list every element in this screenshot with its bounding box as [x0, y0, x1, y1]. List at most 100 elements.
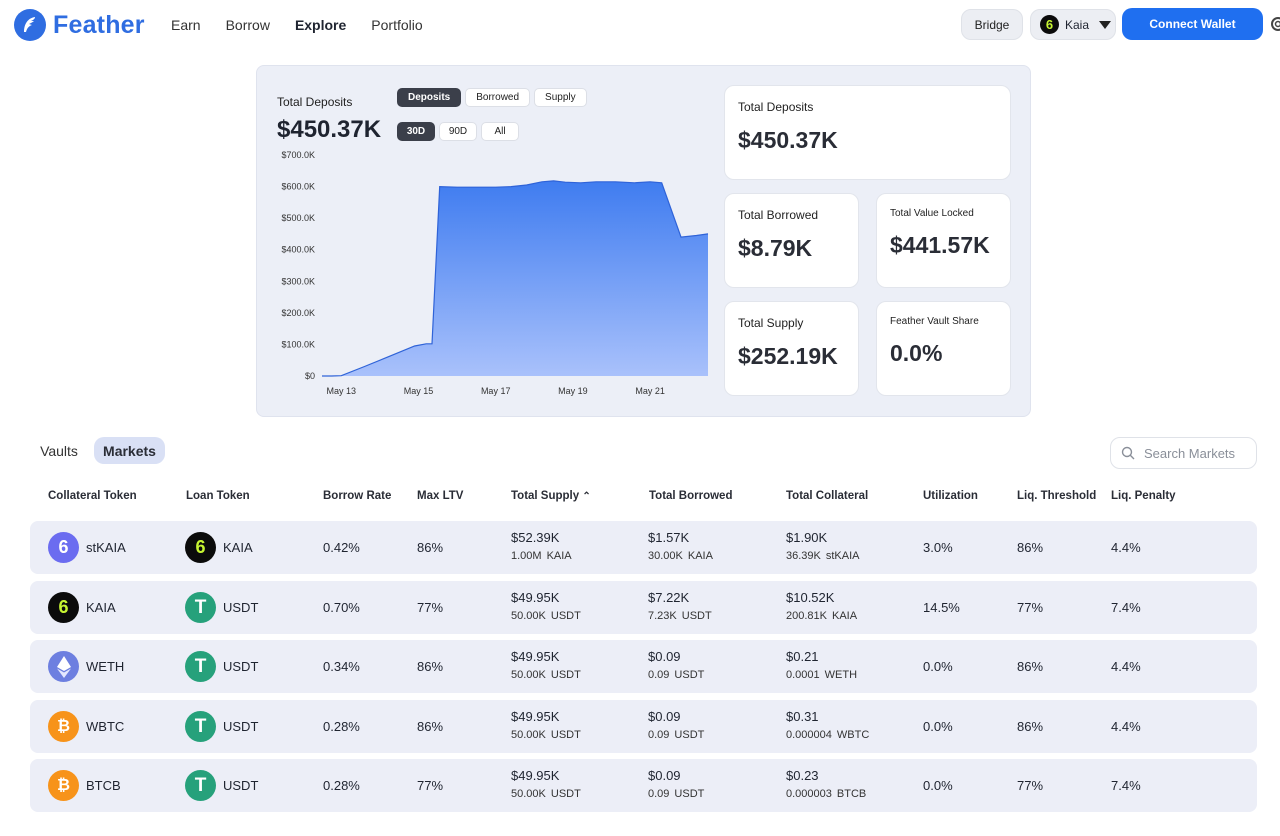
nav-borrow[interactable]: Borrow: [225, 17, 270, 33]
deposits-chart: $700.0K $600.0K $500.0K $400.0K $300.0K $200.…: [281, 150, 709, 396]
utilization: 14.5%: [923, 600, 960, 615]
tab-markets[interactable]: Markets: [94, 437, 165, 464]
col-liq-threshold[interactable]: Liq. Threshold: [1017, 490, 1097, 502]
unit: BTCB: [836, 788, 867, 800]
btc-icon: ₿: [48, 770, 79, 801]
liq-penalty: 7.4%: [1111, 778, 1141, 793]
liq-threshold: 86%: [1017, 659, 1044, 674]
total-collateral-amount: 36.39K stKAIA: [786, 550, 860, 562]
stat-total-deposits: Total Deposits $450.37K: [724, 85, 1011, 180]
nav-explore[interactable]: Explore: [294, 17, 347, 33]
borrow-rate: 0.28%: [323, 719, 360, 734]
nav-portfolio[interactable]: Portfolio: [371, 17, 423, 33]
metric-tabs: Deposits Borrowed Supply: [397, 88, 587, 107]
amount: 0.0001: [786, 669, 820, 681]
nav-earn[interactable]: Earn: [171, 17, 201, 33]
unit: USDT: [550, 669, 581, 681]
chart-value: $450.37K: [277, 116, 382, 143]
unit: stKAIA: [825, 550, 860, 562]
col-liq-penalty[interactable]: Liq. Penalty: [1111, 490, 1176, 502]
unit: WBTC: [836, 729, 870, 741]
stat-label: Total Borrowed: [738, 208, 819, 222]
utilization: 0.0%: [923, 778, 953, 793]
total-borrowed-amount: 0.09 USDT: [648, 669, 704, 681]
amount: 50.00K: [511, 729, 546, 741]
table-row[interactable]: 6 stKAIA 6 KAIA 0.42% 86% $52.39K 1.00M KAIA $1.5…: [30, 521, 1257, 574]
borrow-rate: 0.34%: [323, 659, 360, 674]
max-ltv: 86%: [417, 719, 444, 734]
range-90d[interactable]: 90D: [439, 122, 477, 141]
max-ltv: 77%: [417, 778, 444, 793]
y-tick-label: $0: [305, 371, 315, 381]
gear-icon[interactable]: [1268, 14, 1280, 34]
unit: WETH: [824, 669, 858, 681]
table-row[interactable]: 6 KAIA T USDT 0.70% 77% $49.95K 50.00K USDT $7.22…: [30, 581, 1257, 634]
connect-wallet-button[interactable]: Connect Wallet: [1122, 8, 1263, 40]
unit: USDT: [550, 729, 581, 741]
table-row[interactable]: ₿ WBTC T USDT 0.28% 86% $49.95K 50.00K USDT $0.09…: [30, 700, 1257, 753]
x-tick-label: May 19: [558, 386, 588, 396]
stkaia-icon: 6: [48, 532, 79, 563]
col-total-borrowed[interactable]: Total Borrowed: [649, 490, 733, 502]
stat-label: Feather Vault Share: [890, 316, 979, 327]
brand-name: Feather: [53, 10, 145, 39]
range-30d[interactable]: 30D: [397, 122, 435, 141]
col-utilization[interactable]: Utilization: [923, 490, 978, 502]
total-borrowed-usd: $7.22K: [648, 590, 690, 605]
utilization: 0.0%: [923, 659, 953, 674]
liq-penalty: 4.4%: [1111, 659, 1141, 674]
max-ltv: 86%: [417, 540, 444, 555]
y-tick-label: $100.0K: [281, 339, 315, 349]
stat-value: $441.57K: [890, 232, 990, 258]
total-supply-amount: 50.00K USDT: [511, 669, 581, 681]
tab-supply[interactable]: Supply: [534, 88, 587, 107]
table-row[interactable]: ₿ BTCB T USDT 0.28% 77% $49.95K 50.00K USDT $0.09…: [30, 759, 1257, 812]
total-collateral-amount: 0.0001 WETH: [786, 669, 857, 681]
y-tick-label: $600.0K: [281, 182, 315, 192]
unit: USDT: [674, 788, 705, 800]
chart-line: [322, 180, 709, 377]
amount: 7.23K: [648, 610, 677, 622]
liq-threshold: 86%: [1017, 540, 1044, 555]
col-total-collateral[interactable]: Total Collateral: [786, 490, 869, 502]
bridge-button[interactable]: Bridge: [961, 9, 1023, 40]
network-selector[interactable]: 6 Kaia: [1030, 9, 1116, 40]
liq-penalty: 4.4%: [1111, 719, 1141, 734]
liq-threshold: 77%: [1017, 778, 1044, 793]
total-borrowed-amount: 0.09 USDT: [648, 729, 704, 741]
total-collateral-usd: $0.23: [786, 768, 819, 783]
tab-vaults[interactable]: Vaults: [40, 442, 78, 459]
liq-penalty: 4.4%: [1111, 540, 1141, 555]
search-icon: [1121, 446, 1135, 460]
tab-borrowed[interactable]: Borrowed: [465, 88, 531, 107]
amount: 50.00K: [511, 788, 546, 800]
unit: KAIA: [831, 610, 858, 622]
stat-label: Total Deposits: [738, 100, 814, 114]
brand-logo[interactable]: Feather: [14, 9, 145, 41]
col-loan-token[interactable]: Loan Token: [186, 490, 250, 502]
col-borrow-rate[interactable]: Borrow Rate: [323, 490, 392, 502]
amount: 0.09: [648, 788, 670, 800]
total-collateral-amount: 200.81K KAIA: [786, 610, 857, 622]
search-input[interactable]: Search Markets: [1110, 437, 1257, 469]
tab-deposits[interactable]: Deposits: [397, 88, 462, 107]
btc-icon: ₿: [48, 711, 79, 742]
borrow-rate: 0.28%: [323, 778, 360, 793]
usdt-icon: T: [185, 592, 216, 623]
borrow-rate: 0.42%: [323, 540, 360, 555]
liq-threshold: 86%: [1017, 719, 1044, 734]
network-label: Kaia: [1065, 17, 1090, 32]
utilization: 3.0%: [923, 540, 953, 555]
col-collateral-token[interactable]: Collateral Token: [48, 490, 137, 502]
table-row[interactable]: WETH T USDT 0.34% 86% $49.95K 50.00K USDT $0.09 0…: [30, 640, 1257, 693]
usdt-icon: T: [185, 770, 216, 801]
collateral-token-name: BTCB: [86, 778, 121, 793]
stat-total-supply: Total Supply $252.19K: [724, 301, 859, 396]
total-borrowed-amount: 7.23K USDT: [648, 610, 712, 622]
max-ltv: 86%: [417, 659, 444, 674]
total-borrowed-usd: $0.09: [648, 768, 681, 783]
col-total-supply[interactable]: Total Supply ⌃: [511, 490, 591, 502]
col-max-ltv[interactable]: Max LTV: [417, 490, 464, 502]
x-tick-label: May 15: [404, 386, 434, 396]
range-all[interactable]: All: [481, 122, 519, 141]
